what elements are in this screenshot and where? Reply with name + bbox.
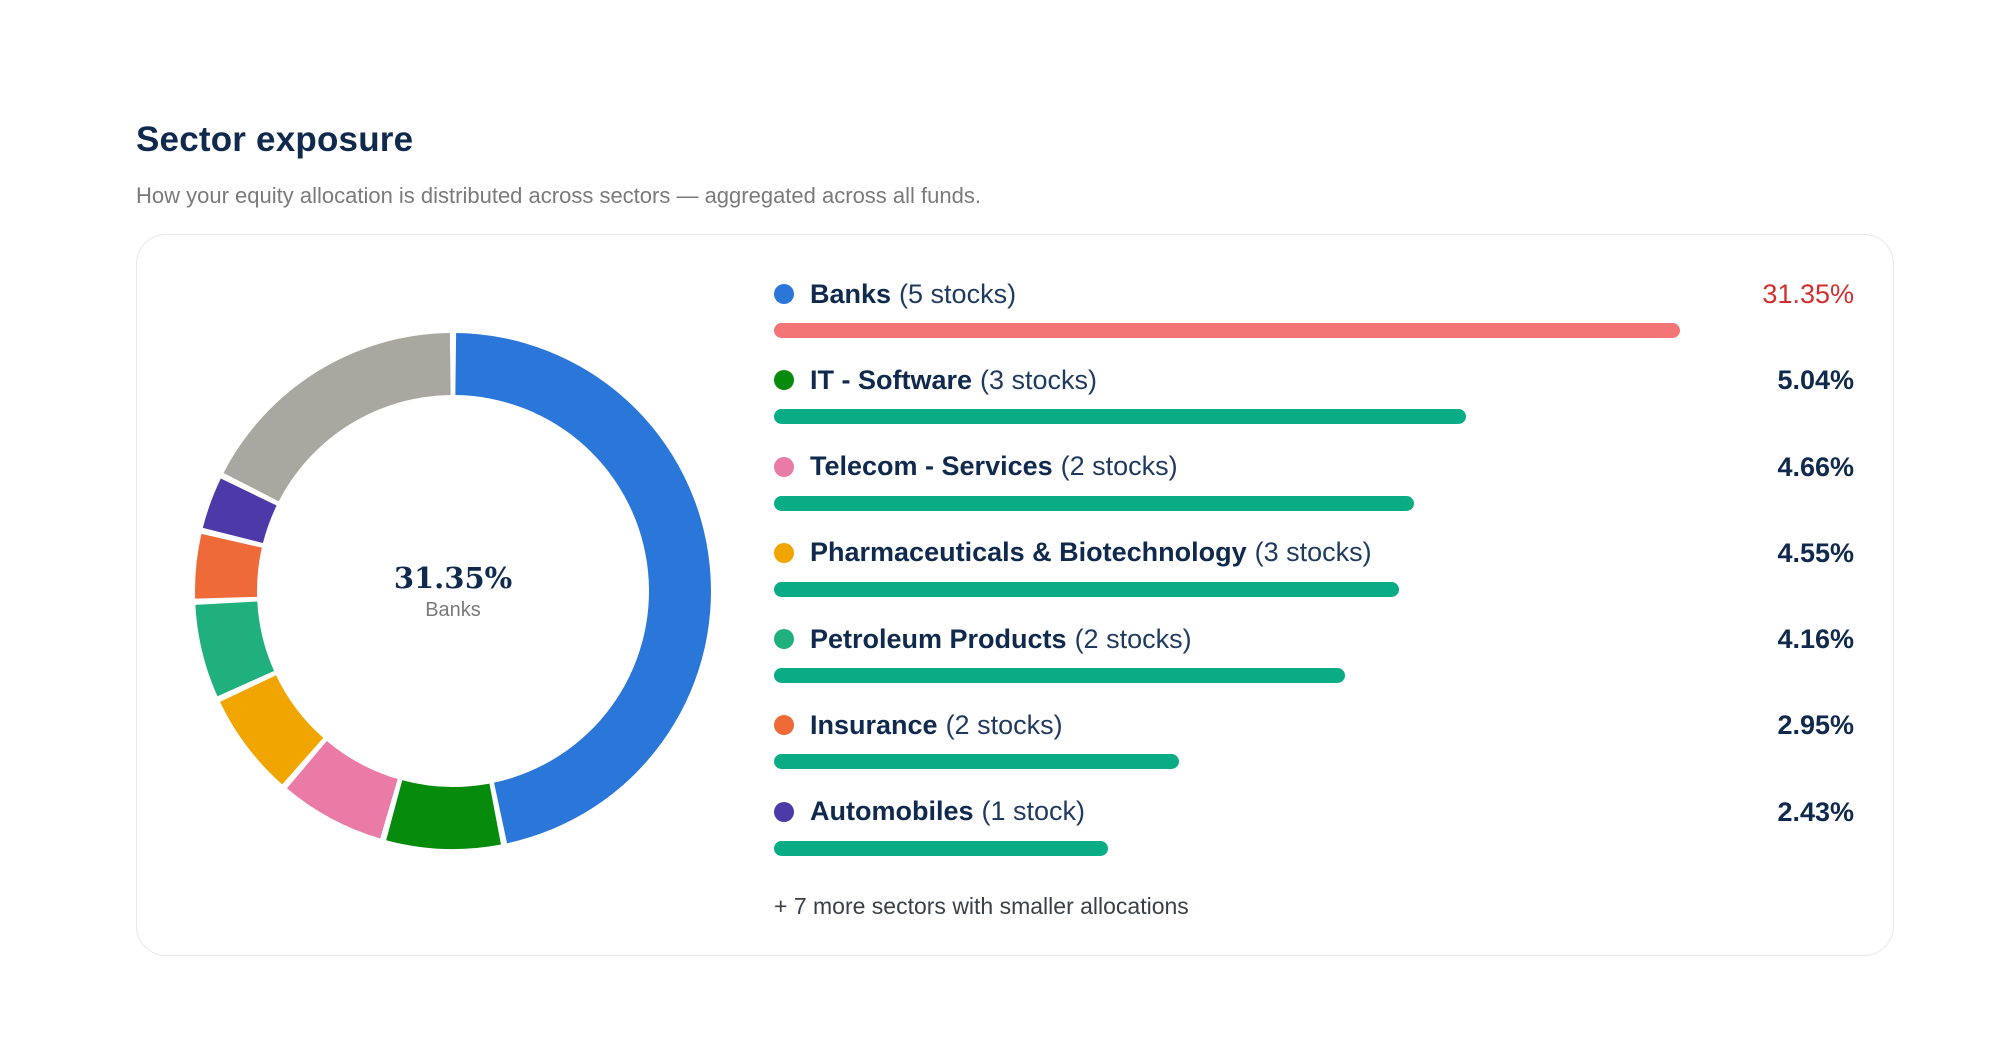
sector-stock-count: (5 stocks) [899,278,1017,309]
section-subtitle: How your equity allocation is distribute… [136,183,981,208]
donut-slice[interactable] [386,780,501,849]
sector-name: Banks [810,278,892,309]
sector-allocation-bar [774,323,1680,338]
sector-stock-count: (2 stocks) [1074,623,1192,654]
sector-color-dot [774,715,794,736]
sector-row-head: IT - Software (3 stocks) [774,362,1854,398]
sector-percentage: 4.55% [1777,537,1854,568]
more-sectors-text[interactable]: + 7 more sectors with smaller allocation… [774,893,1189,919]
sector-row-head: Insurance (2 stocks) [774,707,1854,743]
sector-color-dot [774,629,794,650]
sector-allocation-bar [774,581,1399,597]
sector-row-head: Automobiles (1 stock) [774,794,1854,830]
sector-allocation-bar [774,668,1346,684]
sector-row[interactable]: IT - Software (3 stocks) 5.04% [774,362,1854,448]
donut-slice[interactable] [223,333,451,502]
sector-percentage: 31.35% [1762,279,1854,309]
sector-color-dot [774,284,794,304]
sector-stock-count: (3 stocks) [1254,537,1372,568]
sector-color-dot [774,456,794,477]
sector-row[interactable]: Banks (5 stocks) 31.35% [774,276,1854,362]
sector-row[interactable]: Telecom - Services (2 stocks) 4.66% [774,449,1854,535]
sector-allocation-bar [774,409,1466,425]
donut-slice[interactable] [455,333,711,844]
sector-allocation-bar [774,754,1179,770]
sector-allocation-bar [774,495,1414,511]
donut-center: 31.35% Banks [193,331,713,851]
sector-name: IT - Software [810,364,973,395]
donut-slice[interactable] [195,601,275,697]
sector-row-head: Banks (5 stocks) [774,276,1854,312]
donut-chart-svg [195,333,711,849]
sector-row[interactable]: Automobiles (1 stock) 2.43% [774,794,1854,880]
sector-stock-count: (3 stocks) [980,364,1098,395]
sector-name: Automobiles [810,796,974,827]
sector-stock-count: (2 stocks) [945,709,1063,740]
donut-slice[interactable] [220,675,324,785]
sector-row[interactable]: Pharmaceuticals & Biotechnology (3 stocks… [774,535,1854,621]
sector-exposure-card: 31.35% Banks Banks (5 stocks) 31.35% IT - S… [136,234,1894,956]
sector-percentage: 2.43% [1777,796,1854,827]
sector-color-dot [774,801,794,822]
sector-name: Insurance [810,709,938,740]
sector-name: Petroleum Products [810,623,1067,654]
sector-color-dot [774,542,794,563]
sector-row[interactable]: Insurance (2 stocks) 2.95% [774,707,1854,793]
sector-percentage: 4.16% [1777,624,1854,655]
sector-row-head: Telecom - Services (2 stocks) [774,449,1854,485]
section-title: Sector exposure [136,120,414,159]
donut-slice[interactable] [195,533,262,599]
sector-percentage: 2.95% [1777,710,1854,741]
sector-row-head: Petroleum Products (2 stocks) [774,621,1854,657]
sector-percentage: 4.66% [1777,451,1854,482]
sector-stock-count: (2 stocks) [1060,451,1178,482]
sector-color-dot [774,370,794,391]
donut-slice[interactable] [286,740,398,839]
sector-name: Pharmaceuticals & Biotechnology [810,537,1247,568]
donut-center-label: Banks [425,598,481,621]
sector-stock-count: (1 stock) [981,796,1086,827]
sector-allocation-bar [774,840,1108,856]
sector-list: Banks (5 stocks) 31.35% IT - Software (3 sto… [774,276,1854,880]
sector-row-head: Pharmaceuticals & Biotechnology (3 stocks… [774,535,1854,571]
sector-percentage: 5.04% [1777,365,1854,396]
donut-chart: 31.35% Banks [193,331,713,851]
sector-name: Telecom - Services [810,451,1053,482]
donut-slice[interactable] [202,478,277,544]
sector-row[interactable]: Petroleum Products (2 stocks) 4.16% [774,621,1854,707]
donut-center-value: 31.35% [393,560,513,595]
